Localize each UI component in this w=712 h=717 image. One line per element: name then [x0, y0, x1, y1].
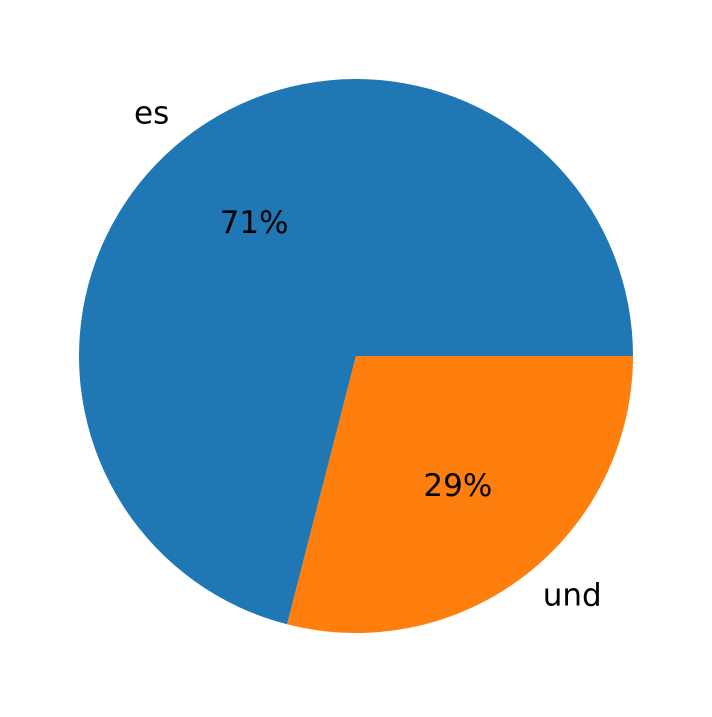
slice-label: es — [134, 96, 169, 132]
slice-label: und — [543, 577, 602, 613]
value-label: 29% — [423, 468, 492, 504]
value-label: 71% — [220, 205, 289, 241]
pie-slice — [78, 79, 633, 625]
pie-slice — [287, 356, 633, 633]
